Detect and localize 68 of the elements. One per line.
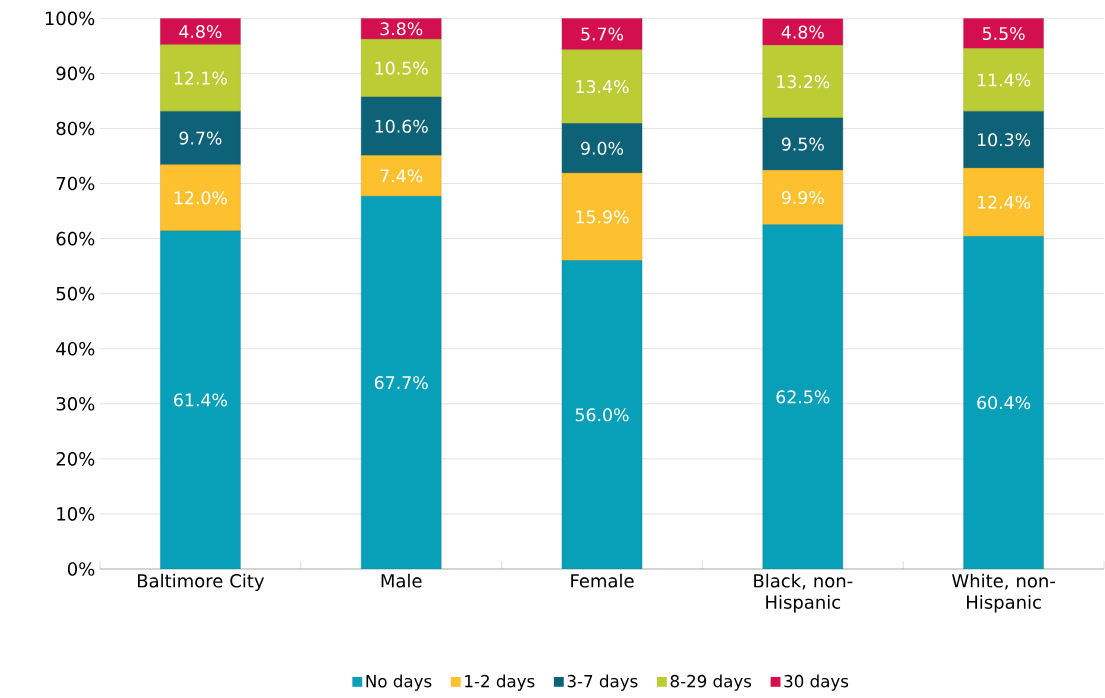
data-label: 15.9% [576, 210, 629, 224]
legend-label: No days [366, 674, 432, 691]
y-tick-label: 80% [56, 121, 95, 136]
bar [361, 96, 442, 156]
data-label: 60.4% [977, 396, 1031, 410]
bar [160, 111, 241, 165]
data-label: 67.7% [374, 376, 428, 390]
data-label: 4.8% [179, 24, 222, 39]
legend-label: 1-2 days [465, 674, 535, 691]
y-tick-label: 40% [56, 341, 95, 356]
y-tick-label: 90% [56, 66, 95, 81]
data-label: 3.8% [380, 22, 423, 36]
bar [963, 48, 1044, 112]
data-label: 10.6% [375, 119, 428, 133]
bar [762, 224, 844, 569]
data-label: 5.7% [581, 27, 624, 41]
bar [561, 49, 643, 124]
bar [561, 123, 643, 174]
bar [160, 164, 241, 232]
legend-label: 3-7 days [567, 674, 638, 691]
data-label: 9.9% [781, 191, 824, 205]
bar [561, 172, 643, 261]
x-tick-label: Baltimore City [138, 573, 265, 592]
y-tick-label: 100% [45, 11, 95, 26]
data-label: 13.2% [777, 75, 830, 89]
x-tick-label: Male [381, 573, 422, 588]
bar [762, 45, 844, 119]
data-label: 9.7% [179, 131, 222, 145]
data-label: 9.0% [581, 141, 624, 155]
y-tick-label: 0% [67, 562, 95, 576]
bar [762, 18, 844, 46]
bar [160, 230, 241, 569]
data-label: 7.4% [380, 169, 423, 183]
data-label: 9.5% [781, 137, 824, 151]
data-label: 12.0% [174, 191, 227, 205]
y-tick-label: 20% [56, 452, 95, 466]
data-label: 13.4% [576, 80, 629, 94]
bar [361, 155, 442, 197]
bar [762, 170, 844, 226]
bar [361, 195, 442, 569]
legend-label: 8-29 days [670, 674, 752, 691]
x-tick-label: Female [571, 573, 634, 588]
data-label: 10.3% [977, 133, 1031, 147]
data-label: 11.4% [977, 73, 1031, 87]
y-tick-label: 30% [56, 396, 95, 411]
data-label: 10.5% [375, 61, 428, 75]
x-tick-label: White, non-Hispanic [952, 573, 1055, 613]
y-tick-label: 10% [57, 507, 95, 521]
data-label: 12.4% [977, 195, 1031, 209]
bar [762, 117, 844, 171]
data-label: 4.8% [781, 25, 824, 39]
data-label: 56.0% [575, 408, 629, 422]
y-tick-label: 60% [56, 231, 95, 246]
bar [963, 236, 1044, 569]
data-label: 12.1% [174, 71, 227, 85]
bar [963, 167, 1044, 237]
legend-label: 30 days [784, 674, 849, 691]
data-label: 5.5% [982, 26, 1025, 41]
bar [963, 111, 1044, 169]
y-tick-label: 70% [56, 176, 95, 191]
x-tick-label: Black, non-Hispanic [754, 573, 853, 613]
data-label: 62.5% [776, 390, 830, 404]
bar [561, 18, 643, 50]
bar [561, 260, 643, 569]
data-label: 61.4% [174, 393, 227, 407]
bar [361, 39, 442, 98]
bar [160, 44, 241, 112]
y-tick-label: 50% [56, 286, 95, 301]
